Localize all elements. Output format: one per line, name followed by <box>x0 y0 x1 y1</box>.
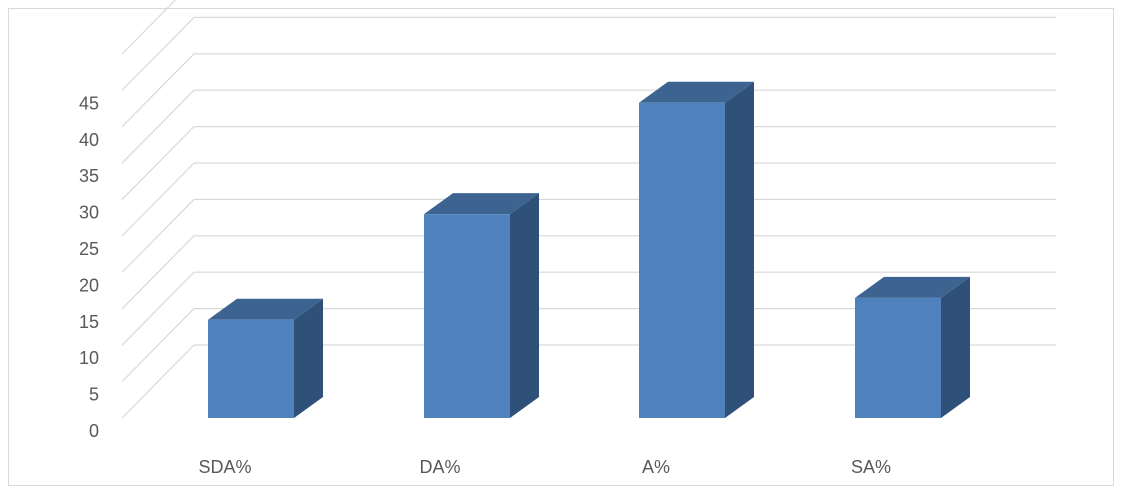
bar <box>424 193 539 418</box>
gridline-diagonal <box>121 235 195 310</box>
x-tick-label: SDA% <box>198 457 251 477</box>
bar-top <box>424 193 539 215</box>
bar-side <box>294 298 323 418</box>
y-tick-label: 15 <box>79 312 99 332</box>
gridline-diagonal <box>121 344 195 419</box>
y-tick-label: 25 <box>79 239 99 259</box>
bar <box>639 81 754 418</box>
bar-front <box>855 297 941 418</box>
x-axis-ticks: SDA% DA% A% SA% <box>198 457 891 477</box>
gridline-diagonal <box>121 308 195 383</box>
bar-front <box>639 102 725 418</box>
y-tick-label: 40 <box>79 130 99 150</box>
bar-top <box>855 276 970 298</box>
bar-top <box>639 81 754 103</box>
y-axis-ticks: 0 5 10 15 20 25 30 35 40 45 <box>79 93 99 441</box>
gridline-diagonal <box>121 126 195 201</box>
y-tick-label: 30 <box>79 203 99 223</box>
bar-front <box>208 319 294 418</box>
bar-side <box>510 193 539 418</box>
x-tick-label: DA% <box>419 457 460 477</box>
bar-side <box>941 276 970 418</box>
bar <box>855 276 970 418</box>
y-tick-label: 45 <box>79 93 99 113</box>
x-tick-label: A% <box>642 457 670 477</box>
bar <box>208 298 323 418</box>
gridline-diagonal <box>121 271 195 346</box>
gridline-diagonal <box>121 53 195 128</box>
gridline-diagonal <box>121 89 195 164</box>
bar-side <box>725 81 754 418</box>
y-tick-label: 20 <box>79 275 99 295</box>
gridlines <box>121 0 1056 419</box>
y-tick-label: 35 <box>79 166 99 186</box>
bar-top <box>208 298 323 320</box>
gridline-diagonal <box>121 16 195 91</box>
gridline-diagonal <box>121 0 177 55</box>
y-tick-label: 0 <box>89 421 99 441</box>
y-tick-label: 10 <box>79 348 99 368</box>
bars <box>208 81 970 418</box>
bar-front <box>424 214 510 418</box>
y-tick-label: 5 <box>89 385 99 405</box>
x-tick-label: SA% <box>851 457 891 477</box>
gridline-diagonal <box>121 162 195 237</box>
gridline-diagonal <box>121 198 195 273</box>
